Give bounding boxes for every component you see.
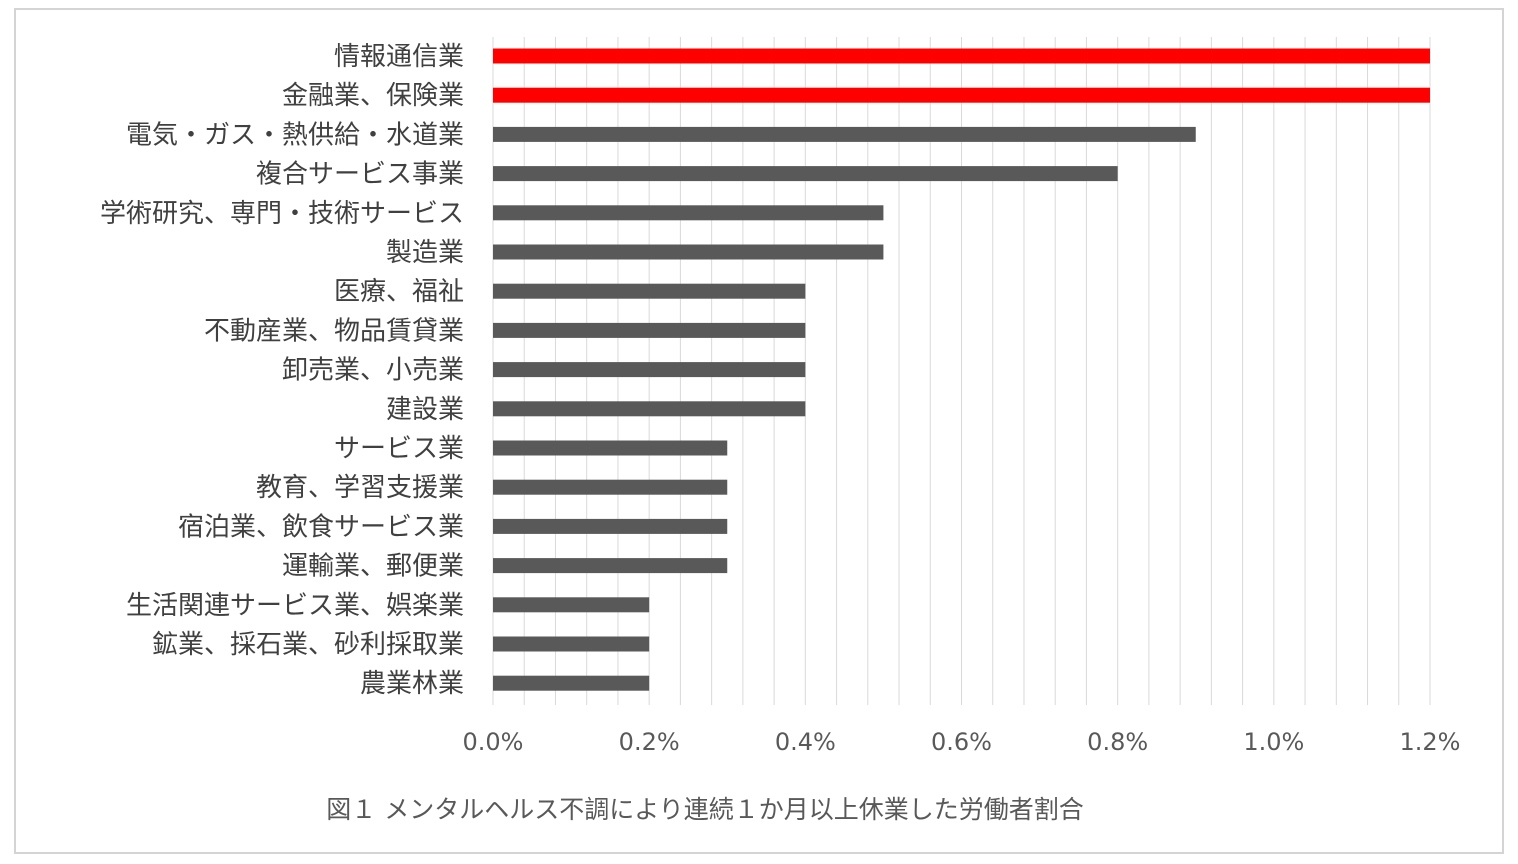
bar — [493, 597, 650, 613]
category-label: 生活関連サービス業、娯楽業 — [126, 591, 464, 621]
bar — [493, 518, 728, 534]
chart-caption: 図１ メンタルヘルス不調により連続１か月以上休業した労働者割合 — [326, 795, 1083, 824]
x-tick-label: 0.2% — [619, 728, 680, 756]
category-label: サービス業 — [334, 434, 464, 464]
category-label: 運輸業、郵便業 — [282, 552, 464, 582]
category-label: 鉱業、採石業、砂利採取業 — [152, 630, 464, 660]
bar — [493, 205, 884, 221]
category-label: 宿泊業、飲食サービス業 — [178, 512, 464, 542]
category-label: 卸売業、小売業 — [282, 356, 464, 386]
bar — [493, 401, 806, 417]
category-label: 教育、学習支援業 — [256, 473, 464, 503]
category-labels: 情報通信業金融業、保険業電気・ガス・熱供給・水道業複合サービス事業学術研究、専門… — [100, 42, 464, 699]
category-label: 電気・ガス・熱供給・水道業 — [126, 120, 464, 150]
bar — [493, 48, 1430, 64]
bar — [493, 362, 806, 378]
bar — [493, 440, 728, 456]
x-axis-tick-labels: 0.0% 0.2% 0.4% 0.6% 0.8% 1.0% 1.2% — [463, 728, 1461, 756]
category-label: 製造業 — [386, 238, 464, 268]
category-label: 不動産業、物品賃貸業 — [204, 316, 464, 346]
bar — [493, 636, 650, 652]
bar — [493, 322, 806, 338]
x-tick-label: 0.8% — [1087, 728, 1148, 756]
category-label: 農業林業 — [360, 669, 464, 699]
category-label: 建設業 — [386, 395, 464, 425]
x-tick-label: 0.6% — [931, 728, 992, 756]
bar — [493, 283, 806, 299]
bar — [493, 87, 1430, 103]
bar — [493, 558, 728, 574]
bar — [493, 126, 1196, 142]
category-label: 金融業、保険業 — [282, 81, 464, 111]
category-label: 複合サービス事業 — [256, 160, 464, 190]
category-label: 医療、福祉 — [334, 277, 464, 307]
bars-layer — [493, 48, 1430, 691]
x-tick-label: 0.0% — [463, 728, 524, 756]
category-label: 学術研究、専門・技術サービス — [100, 199, 464, 229]
x-tick-label: 1.2% — [1400, 728, 1461, 756]
bar — [493, 479, 728, 495]
x-tick-label: 0.4% — [775, 728, 836, 756]
x-tick-label: 1.0% — [1243, 728, 1304, 756]
bar — [493, 166, 1118, 182]
bar — [493, 244, 884, 260]
chart-frame — [14, 8, 1504, 854]
category-label: 情報通信業 — [334, 42, 464, 72]
bar — [493, 675, 650, 691]
